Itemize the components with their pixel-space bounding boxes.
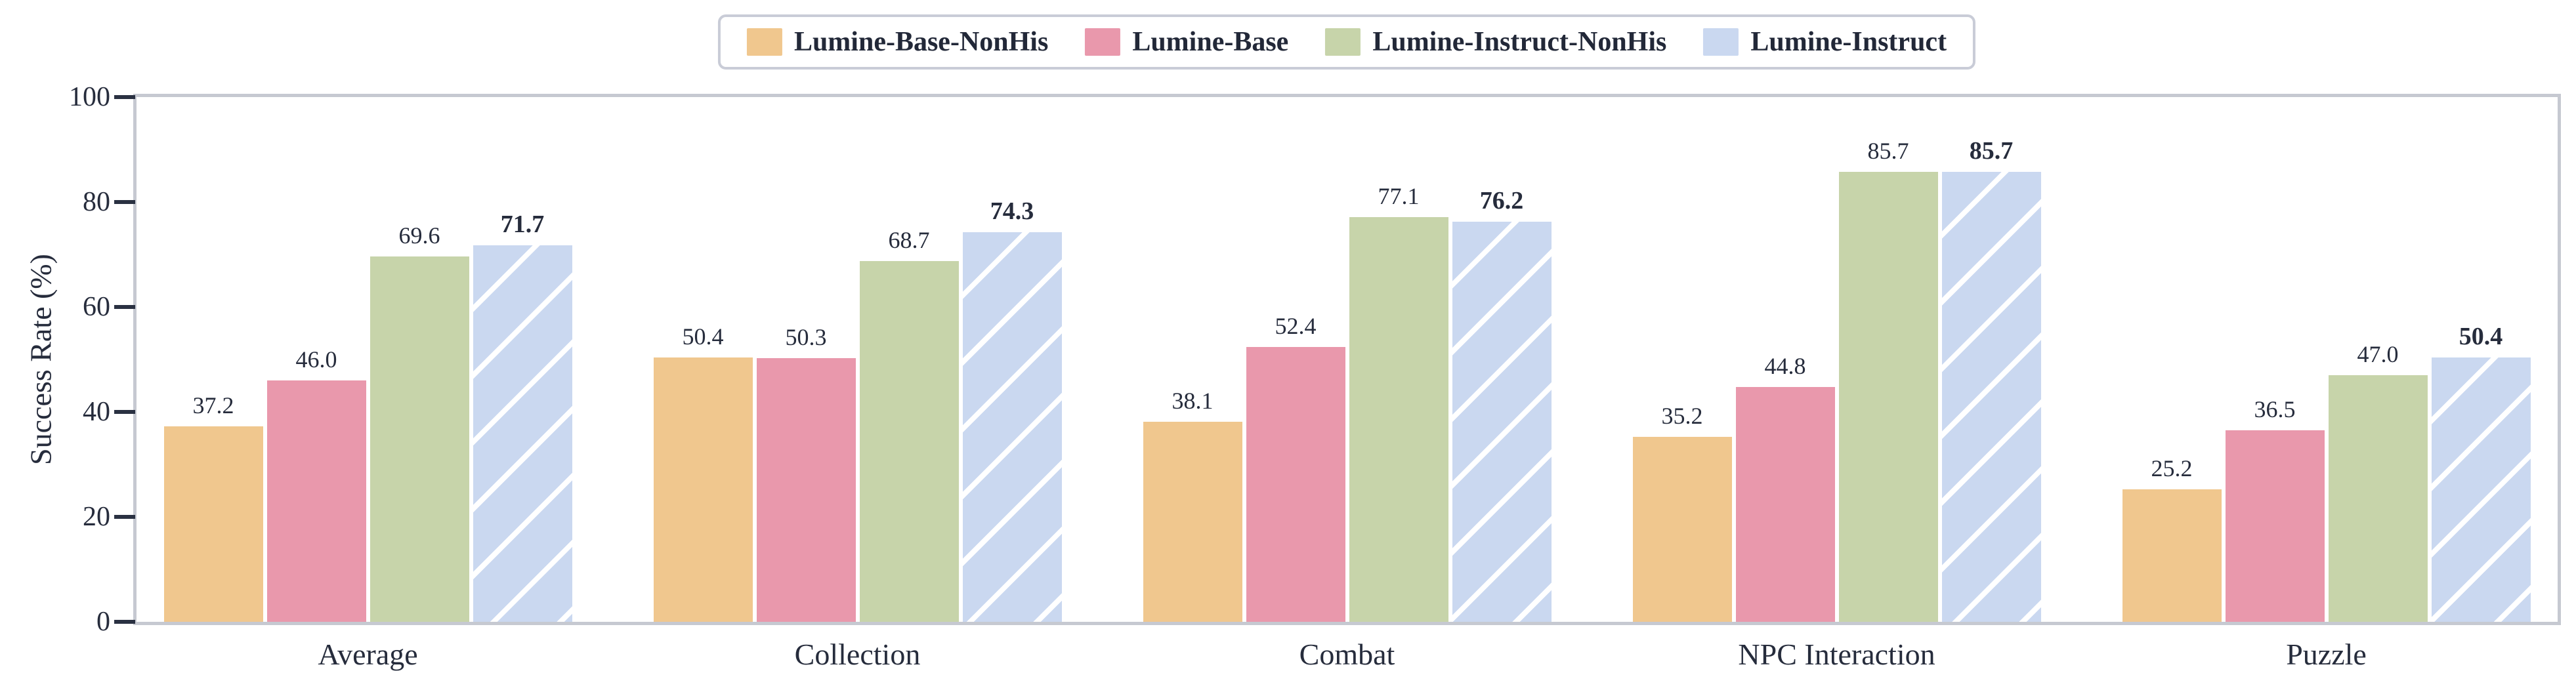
bar-Lumine-Base bbox=[1735, 386, 1835, 622]
legend-label: Lumine-Base-NonHis bbox=[793, 27, 1049, 57]
x-tick-label-Collection: Collection bbox=[794, 638, 921, 671]
legend-swatch-Lumine-Base bbox=[1085, 28, 1121, 56]
y-tick-mark bbox=[114, 305, 135, 309]
legend-item: Lumine-Base-NonHis bbox=[746, 26, 1049, 58]
bar-value-label: 71.7 bbox=[500, 211, 545, 239]
legend-swatch-Lumine-Base-NonHis bbox=[746, 28, 782, 56]
y-tick-mark bbox=[114, 620, 135, 624]
bar-value-label: 50.4 bbox=[2459, 322, 2503, 350]
y-tick-label: 40 bbox=[83, 397, 110, 427]
y-tick-label: 60 bbox=[83, 292, 110, 322]
legend-label: Lumine-Instruct bbox=[1750, 27, 1947, 57]
bar-value-label: 68.7 bbox=[888, 227, 930, 254]
bar-Lumine-Instruct bbox=[1452, 222, 1552, 622]
bar-Lumine-Base-NonHis bbox=[2122, 489, 2222, 622]
bar-value-label: 46.0 bbox=[295, 346, 337, 373]
bar-value-label: 74.3 bbox=[990, 197, 1034, 225]
bar-value-label: 50.4 bbox=[682, 323, 724, 350]
legend-label: Lumine-Instruct-NonHis bbox=[1372, 27, 1667, 57]
bar-value-label: 85.7 bbox=[1867, 138, 1909, 165]
bar-Lumine-Base bbox=[266, 380, 366, 622]
y-axis-spine-right bbox=[2558, 94, 2561, 625]
y-tick-label: 80 bbox=[83, 187, 110, 217]
bar-value-label: 36.5 bbox=[2254, 396, 2296, 422]
bar-value-label: 85.7 bbox=[1969, 137, 2014, 165]
x-tick-label-Puzzle: Puzzle bbox=[2286, 638, 2367, 671]
bar-Lumine-Instruct-NonHis bbox=[859, 261, 959, 622]
legend: Lumine-Base-NonHis Lumine-Base Lumine-Inst… bbox=[717, 14, 1976, 70]
bar-Lumine-Instruct-NonHis bbox=[1838, 172, 1938, 622]
bar-Lumine-Instruct bbox=[1941, 172, 2041, 622]
bar-Lumine-Base-NonHis bbox=[163, 426, 263, 622]
bar-value-label: 77.1 bbox=[1378, 183, 1420, 210]
y-tick-mark bbox=[114, 200, 135, 204]
y-tick-label: 20 bbox=[83, 502, 110, 532]
bar-Lumine-Base bbox=[756, 357, 856, 622]
bar-value-label: 47.0 bbox=[2357, 341, 2399, 367]
bar-Lumine-Instruct bbox=[2431, 357, 2531, 622]
bar-value-label: 25.2 bbox=[2151, 455, 2193, 482]
x-axis-spine-bottom bbox=[133, 622, 2561, 625]
bar-Lumine-Base bbox=[2225, 430, 2325, 622]
bar-value-label: 50.3 bbox=[785, 323, 827, 350]
bar-value-label: 35.2 bbox=[1661, 403, 1703, 430]
x-tick-label-NPC Interaction: NPC Interaction bbox=[1738, 638, 1935, 671]
bar-Lumine-Base-NonHis bbox=[1632, 437, 1732, 622]
y-axis-title: Success Rate (%) bbox=[24, 254, 58, 465]
x-axis-spine-top bbox=[133, 94, 2561, 97]
bar-Lumine-Base-NonHis bbox=[653, 357, 753, 622]
bar-value-label: 38.1 bbox=[1172, 388, 1214, 415]
y-axis-spine-left bbox=[133, 94, 137, 625]
bar-value-label: 44.8 bbox=[1764, 352, 1806, 379]
x-tick-label-Average: Average bbox=[318, 638, 418, 671]
bar-value-label: 69.6 bbox=[398, 222, 440, 249]
bar-value-label: 52.4 bbox=[1275, 312, 1317, 339]
bar-Lumine-Instruct-NonHis bbox=[2328, 375, 2428, 622]
bar-Lumine-Instruct-NonHis bbox=[1349, 217, 1448, 622]
legend-item: Lumine-Instruct-NonHis bbox=[1325, 26, 1666, 58]
bar-Lumine-Base-NonHis bbox=[1143, 422, 1242, 622]
y-tick-mark bbox=[114, 410, 135, 414]
y-tick-label: 100 bbox=[69, 82, 110, 112]
bar-Lumine-Instruct bbox=[962, 232, 1062, 622]
y-tick-mark bbox=[114, 515, 135, 519]
bar-value-label: 76.2 bbox=[1479, 187, 1524, 215]
bar-value-label: 37.2 bbox=[192, 392, 234, 419]
legend-swatch-Lumine-Instruct bbox=[1703, 28, 1739, 56]
legend-swatch-Lumine-Instruct-NonHis bbox=[1325, 28, 1361, 56]
y-tick-label: 0 bbox=[96, 607, 110, 637]
x-tick-label-Combat: Combat bbox=[1299, 638, 1395, 671]
legend-item: Lumine-Instruct bbox=[1703, 26, 1947, 58]
bar-Lumine-Instruct-NonHis bbox=[370, 256, 469, 622]
bar-Lumine-Instruct bbox=[473, 245, 572, 622]
bar-Lumine-Base bbox=[1246, 346, 1345, 622]
legend-item: Lumine-Base bbox=[1085, 26, 1288, 58]
y-tick-mark bbox=[114, 95, 135, 99]
legend-label: Lumine-Base bbox=[1132, 27, 1289, 57]
